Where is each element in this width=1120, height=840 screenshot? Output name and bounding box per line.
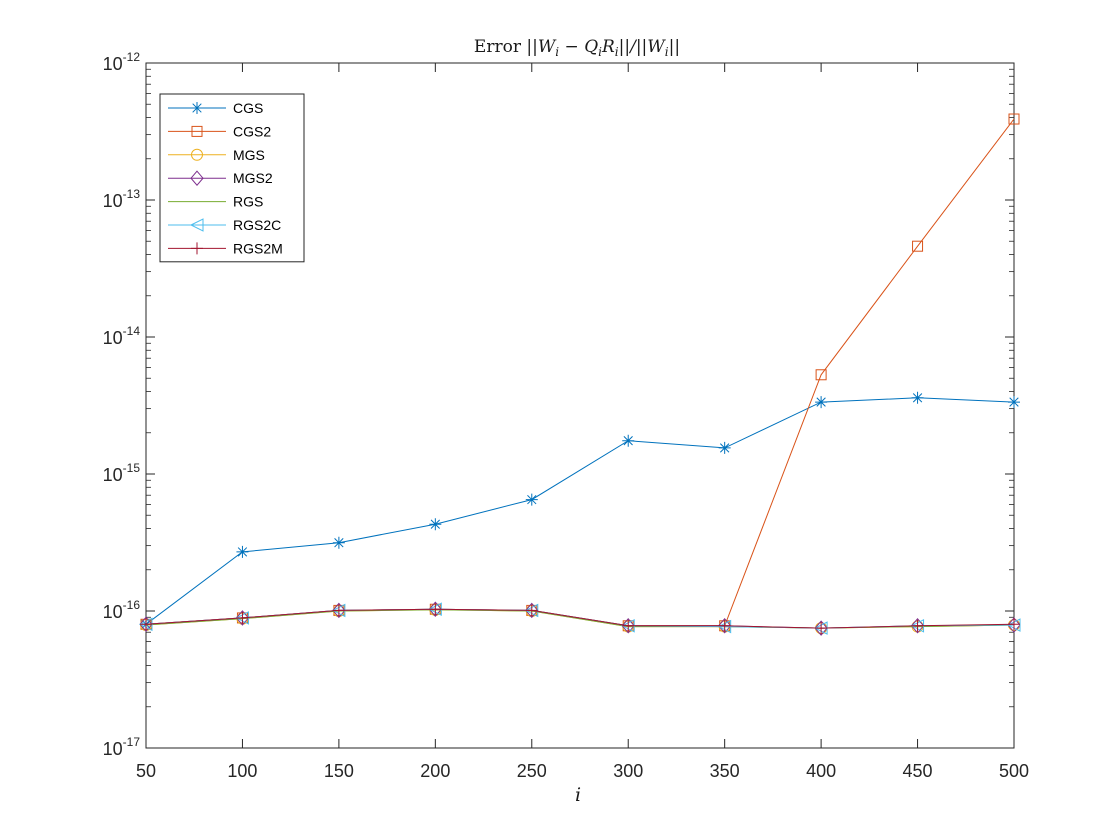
- data-point-circle: [191, 148, 203, 161]
- legend-label: RGS2M: [233, 240, 283, 256]
- y-tick-label: 10-13: [103, 187, 141, 211]
- x-tick-label: 100: [227, 761, 257, 781]
- data-point-square: [191, 125, 203, 137]
- data-point-asterisk: [718, 441, 731, 454]
- legend-label: RGS: [233, 194, 263, 210]
- data-point-plus: [1008, 618, 1020, 631]
- data-point-plus: [140, 618, 152, 631]
- data-point-asterisk: [429, 518, 442, 531]
- x-axis-label: i: [575, 784, 581, 806]
- y-tick-label: 10-16: [103, 598, 141, 622]
- legend-label: CGS: [233, 100, 263, 116]
- data-point-plus: [718, 619, 731, 632]
- data-point-diamond: [1007, 617, 1021, 633]
- x-tick-label: 250: [517, 761, 547, 781]
- data-point-diamond: [139, 616, 153, 633]
- legend-item-mgs2: MGS2: [168, 170, 273, 186]
- data-point-asterisk: [622, 434, 635, 447]
- legend-label: MGS: [233, 147, 265, 163]
- data-point-square: [815, 369, 827, 381]
- legend-label: MGS2: [233, 170, 273, 186]
- data-point-diamond: [428, 601, 442, 618]
- data-point-asterisk: [815, 396, 828, 409]
- series-line: [145, 608, 1015, 629]
- x-tick-label: 50: [136, 761, 156, 781]
- legend-label: RGS2C: [233, 217, 281, 233]
- series-rgs2m: [140, 603, 1020, 635]
- series-cgs: [140, 391, 1020, 631]
- data-point-plus: [815, 622, 828, 635]
- tick-labels: 50 100 150 200 250 300 350 400 450 500 10-17 10-16 1…: [103, 50, 1029, 781]
- data-point-diamond: [718, 618, 732, 634]
- data-point-square: [1008, 113, 1020, 125]
- data-point-triangle-left: [189, 218, 204, 232]
- data-point-asterisk: [191, 102, 203, 114]
- x-tick-label: 350: [710, 761, 740, 781]
- x-tick-label: 150: [324, 761, 354, 781]
- legend-label: CGS2: [233, 123, 271, 139]
- data-point-diamond: [525, 602, 539, 619]
- x-tick-label: 300: [613, 761, 643, 781]
- data-point-asterisk: [332, 536, 345, 549]
- data-point-asterisk: [236, 545, 249, 558]
- data-point-asterisk: [1008, 396, 1020, 409]
- data-point-plus: [622, 619, 635, 632]
- series-layer: [138, 113, 1021, 636]
- data-point-diamond: [910, 618, 925, 634]
- y-tick-label: 10-17: [103, 735, 141, 759]
- legend-item-rgs2m: RGS2M: [168, 240, 283, 256]
- legend-item-rgs: RGS: [168, 194, 263, 210]
- data-point-plus: [236, 611, 249, 624]
- data-point-diamond: [235, 610, 250, 626]
- y-tick-label: 10-15: [103, 461, 141, 485]
- x-tick-label: 200: [420, 761, 450, 781]
- legend-item-rgs2c: RGS2C: [168, 217, 281, 233]
- y-tick-label: 10-14: [103, 324, 141, 348]
- data-point-diamond: [814, 620, 828, 636]
- data-point-diamond: [332, 602, 346, 619]
- data-point-plus: [429, 603, 442, 616]
- data-point-asterisk: [911, 391, 924, 404]
- data-point-diamond: [190, 170, 204, 186]
- data-point-diamond: [621, 618, 635, 634]
- data-point-asterisk: [525, 493, 538, 506]
- legend-item-cgs2: CGS2: [168, 123, 271, 139]
- series-line: [145, 397, 1015, 625]
- y-tick-label: 10-12: [103, 50, 141, 74]
- x-tick-label: 400: [806, 761, 836, 781]
- legend: CGS CGS2 MGS MGS2 RGS RGS2C RGS2M: [159, 93, 305, 263]
- data-point-plus: [191, 242, 203, 255]
- legend-item-cgs: CGS: [168, 100, 263, 116]
- x-tick-label: 450: [903, 761, 933, 781]
- chart-title: Error ||Wi − QiRi||/||Wi||: [474, 37, 680, 59]
- data-point-plus: [911, 619, 924, 632]
- data-point-plus: [332, 604, 345, 617]
- x-tick-label: 500: [999, 761, 1029, 781]
- data-point-plus: [525, 604, 538, 617]
- legend-item-mgs: MGS: [168, 147, 265, 163]
- data-point-square: [912, 240, 924, 252]
